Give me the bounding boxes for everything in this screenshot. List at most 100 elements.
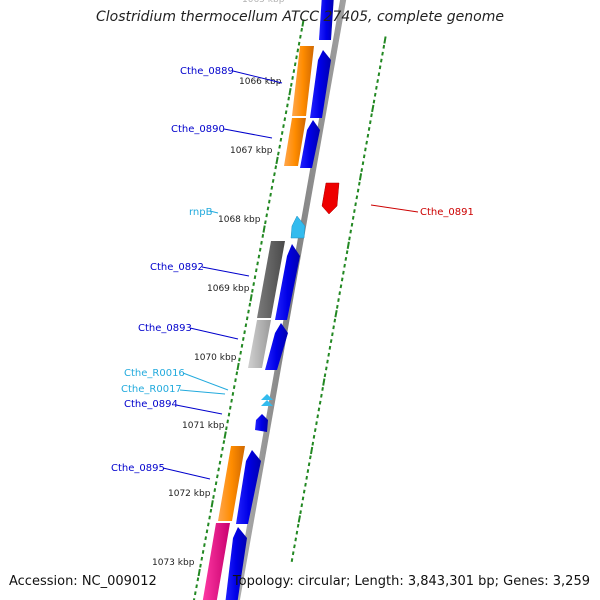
cds-arrow-cthe-0896 [225, 527, 247, 600]
tick-mark-forward [245, 316, 249, 321]
tick-mark-reverse [297, 515, 301, 523]
rna-arrow-rnpB [290, 215, 306, 239]
cog-bar-cthe-0889 [0, 0, 1, 1]
gene-label-cthe-0892[interactable]: Cthe_0892 [150, 262, 204, 273]
tick-mark-forward [216, 474, 219, 479]
tick-mark-forward [205, 529, 209, 534]
tick-mark-forward [195, 584, 198, 589]
gene-label-cthe-r0016[interactable]: Cthe_R0016 [124, 368, 185, 379]
tick-mark-reverse [328, 345, 332, 350]
tick-mark-forward [275, 156, 279, 165]
gene-label-cthe-0890[interactable]: Cthe_0890 [171, 124, 225, 135]
tick-mark-forward [274, 165, 278, 170]
tick-mark-forward [243, 330, 246, 335]
tick-mark-forward [217, 467, 220, 472]
tick-mark-forward [235, 371, 239, 376]
tick-mark-reverse [306, 469, 310, 473]
cds-arrow-cthe-0890 [300, 120, 320, 168]
tick-mark-forward [300, 27, 303, 32]
tick-mark-reverse [333, 318, 337, 323]
tick-mark-forward [232, 385, 236, 389]
tick-mark-forward [244, 323, 248, 328]
tick-mark-reverse [295, 530, 299, 535]
topology-label: Topology: circular; Length: 3,843,301 bp… [232, 574, 590, 589]
gene-label-cthe-0895[interactable]: Cthe_0895 [111, 463, 165, 474]
tick-mark-forward [287, 96, 290, 101]
tick-track-reverse [290, 36, 387, 562]
gene-label-rnpB[interactable]: rnpB [189, 207, 213, 218]
tick-mark-reverse [316, 414, 319, 419]
tick-mark-reverse [362, 154, 366, 159]
tick-mark-forward [238, 357, 241, 362]
tick-mark-reverse [378, 65, 382, 70]
tick-mark-reverse [302, 489, 306, 494]
cog-bar-orange-0895 [218, 446, 245, 521]
tick-mark-reverse [326, 359, 329, 364]
tick-mark-forward [301, 19, 305, 27]
tick-mark-reverse [353, 209, 356, 213]
gene-label-cthe-0889[interactable]: Cthe_0889 [180, 66, 234, 77]
gene-label-cthe-0894[interactable]: Cthe_0894 [124, 399, 178, 410]
tick-mark-forward [283, 117, 287, 122]
cog-bar-light-grey-0893 [248, 320, 271, 368]
tick-mark-forward [292, 69, 296, 73]
gene-label-cthe-0891[interactable]: Cthe_0891 [420, 207, 474, 218]
tick-mark-reverse [355, 195, 359, 200]
tick-mark-forward [204, 536, 207, 541]
cog-bar-orange-0889 [292, 46, 314, 116]
tick-mark-forward [219, 453, 223, 458]
tick-mark-forward [266, 206, 270, 211]
tick-mark-reverse [332, 325, 335, 330]
tick-mark-forward [248, 302, 252, 307]
cds-arrow-cthe-0891 [321, 182, 340, 215]
tick-mark-reverse [350, 222, 354, 227]
cog-bar-orange-0890 [284, 118, 306, 166]
tick-mark-reverse [327, 352, 330, 357]
tick-mark-forward [194, 591, 197, 596]
tick-mark-reverse [382, 44, 386, 49]
tick-mark-reverse [322, 378, 326, 386]
tick-mark-forward [293, 62, 297, 67]
tick-mark-reverse [318, 400, 322, 405]
tick-mark-forward [210, 500, 214, 508]
tick-mark-forward [239, 350, 242, 355]
tick-mark-reverse [361, 161, 365, 166]
leader-line-cthe-r0016 [182, 372, 229, 391]
kbp-label: 1066 kbp [239, 77, 282, 87]
tick-mark-forward [201, 550, 205, 554]
kbp-label: 1071 kbp [182, 421, 225, 431]
tick-mark-forward [212, 495, 215, 499]
tick-mark-forward [288, 88, 292, 96]
leader-line-cthe-0893 [189, 327, 239, 340]
tick-mark-reverse [311, 441, 315, 446]
cog-bar-pink-0896 [202, 523, 230, 600]
gene-label-cthe-0893[interactable]: Cthe_0893 [138, 323, 192, 334]
tick-mark-reverse [315, 421, 318, 426]
tick-mark-forward [209, 508, 213, 513]
tick-mark-forward [261, 234, 265, 238]
tick-mark-forward [214, 481, 218, 486]
gene-arrow-partial-top [319, 0, 334, 40]
tick-mark-reverse [383, 36, 387, 44]
tick-mark-reverse [343, 263, 346, 268]
gene-label-cthe-r0017[interactable]: Cthe_R0017 [121, 384, 182, 395]
tick-mark-forward [199, 563, 202, 568]
tick-mark-reverse [345, 250, 349, 255]
tick-mark-reverse [373, 92, 377, 97]
tick-mark-forward [282, 124, 285, 128]
leader-line-cthe-0892 [201, 266, 250, 277]
tick-mark-forward [270, 185, 274, 190]
cog-bar-dark-grey-0892 [257, 241, 285, 318]
tick-mark-reverse [294, 537, 297, 542]
tick-mark-reverse [310, 446, 314, 455]
leader-line-cthe-0889 [232, 70, 283, 84]
tick-mark-reverse [291, 551, 295, 556]
tick-mark-reverse [375, 85, 378, 90]
tick-mark-forward [249, 294, 253, 302]
map-title: Clostridium thermocellum ATCC 27405, com… [96, 9, 504, 25]
tick-mark-reverse [293, 544, 296, 549]
tick-mark-forward [240, 343, 244, 348]
tick-mark-forward [262, 225, 266, 233]
tick-mark-forward [234, 378, 237, 383]
tick-mark-reverse [320, 393, 323, 398]
